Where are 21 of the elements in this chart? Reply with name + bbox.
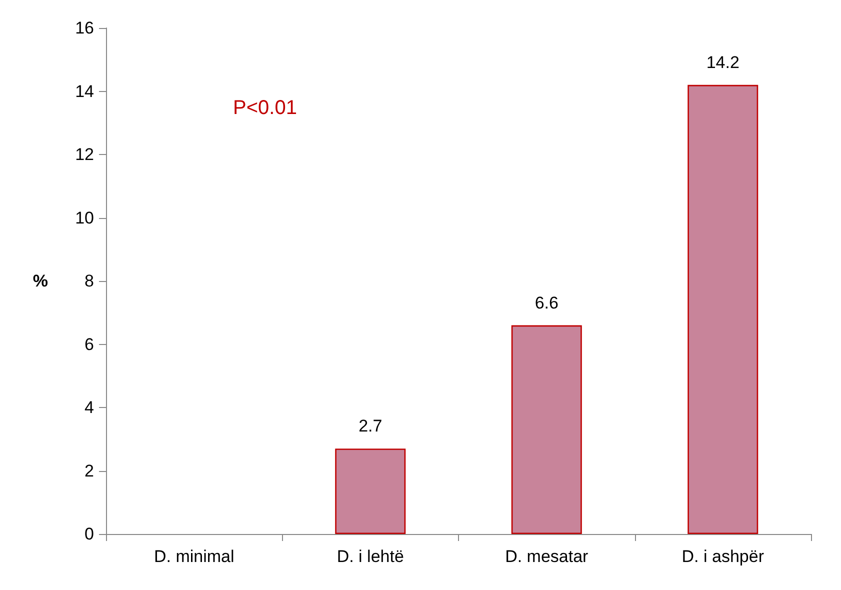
y-tick-label: 2 [84, 461, 94, 480]
data-label: 2.7 [358, 416, 382, 436]
bar [335, 448, 406, 534]
x-tick-label: D. minimal [154, 547, 234, 566]
bar [511, 325, 582, 534]
x-tick-label: D. mesatar [505, 547, 589, 566]
bar [688, 84, 758, 534]
data-label: 6.6 [534, 293, 558, 312]
y-tick-label: 10 [75, 208, 94, 228]
y-tick-label: 14 [75, 82, 94, 101]
x-tick-label: D. i ashpër [682, 547, 764, 566]
y-tick-label: 12 [75, 145, 94, 164]
y-tick-label: 16 [75, 18, 94, 38]
data-label: 14.2 [706, 52, 740, 72]
y-axis-title: % [32, 272, 48, 290]
y-tick-label: 4 [84, 398, 94, 417]
annotation: P<0.01 [233, 97, 297, 119]
y-tick-label: 0 [84, 524, 94, 544]
x-tick-label: D. i lehtë [336, 547, 404, 566]
y-tick-label: 8 [84, 272, 94, 290]
y-tick-label: 6 [84, 334, 94, 354]
